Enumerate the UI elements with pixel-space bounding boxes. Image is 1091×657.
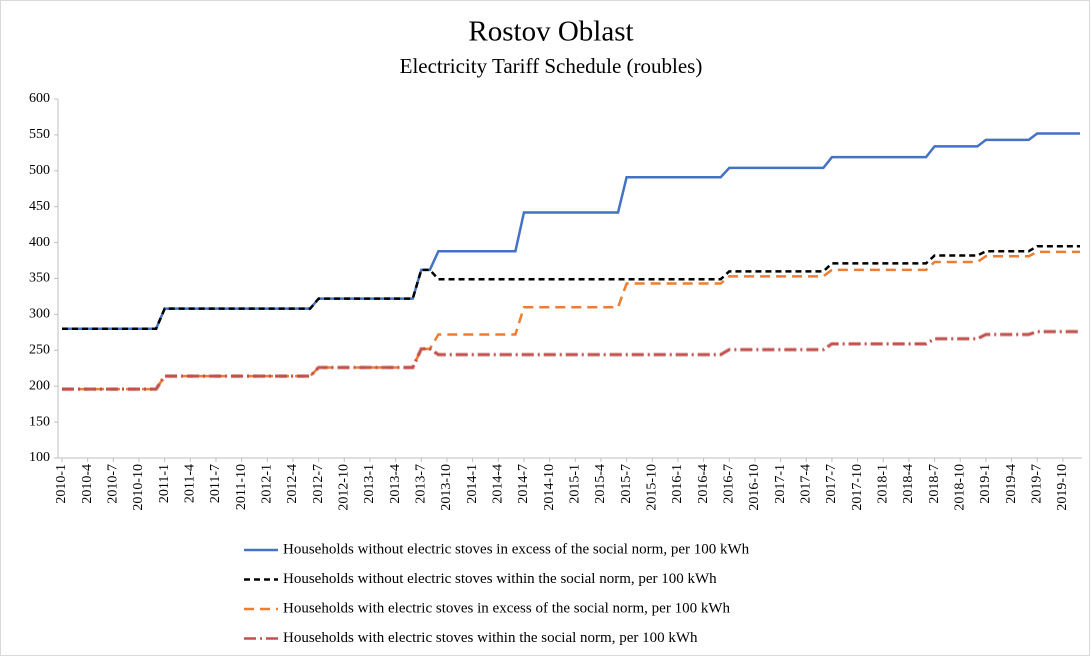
chart-title: Rostov Oblast [468, 16, 633, 48]
y-tick-label: 600 [29, 91, 50, 106]
x-tick-label: 2011-10 [234, 464, 249, 510]
series-line [62, 244, 1080, 331]
x-tick-label: 2012-7 [311, 464, 326, 504]
y-tick-label: 250 [29, 343, 50, 358]
x-tick-label: 2019-10 [1055, 464, 1070, 511]
chart-subtitle: Electricity Tariff Schedule (roubles) [400, 54, 703, 78]
x-tick-label: 2011-4 [183, 464, 198, 503]
x-tick-label: 2016-7 [721, 464, 736, 504]
x-tick-label: 2013-10 [439, 464, 454, 511]
x-tick-label: 2010-10 [131, 464, 146, 511]
x-tick-label: 2016-10 [747, 464, 762, 511]
x-tick-label: 2012-10 [337, 464, 352, 511]
x-tick-label: 2013-4 [388, 464, 403, 504]
x-tick-label: 2014-7 [516, 464, 531, 504]
x-tick-label: 2018-10 [952, 464, 967, 511]
x-tick-label: 2012-1 [260, 464, 275, 504]
y-tick-label: 100 [29, 450, 50, 465]
x-tick-label: 2018-4 [901, 464, 916, 504]
series-line [62, 330, 1080, 391]
x-tick-label: 2014-4 [491, 464, 506, 504]
x-tick-label: 2011-1 [157, 464, 172, 503]
x-tick-label: 2018-1 [875, 464, 890, 504]
x-tick-label: 2019-4 [1004, 464, 1019, 504]
y-tick-label: 150 [29, 414, 50, 429]
x-tick-label: 2010-1 [54, 464, 69, 504]
x-tick-label: 2011-7 [208, 464, 223, 503]
x-tick-label: 2015-4 [593, 464, 608, 504]
x-tick-label: 2018-7 [927, 464, 942, 504]
x-tick-label: 2015-7 [619, 464, 634, 504]
x-tick-label: 2015-1 [567, 464, 582, 504]
x-tick-label: 2017-1 [773, 464, 788, 504]
y-tick-label: 300 [29, 307, 50, 322]
x-tick-label: 2019-1 [978, 464, 993, 504]
x-tick-label: 2015-10 [644, 464, 659, 511]
x-tick-label: 2012-4 [285, 464, 300, 504]
x-tick-label: 2010-4 [80, 464, 95, 504]
legend-label: Households without electric stoves in ex… [283, 541, 750, 557]
y-tick-label: 550 [29, 127, 50, 142]
y-tick-label: 500 [29, 163, 50, 178]
x-tick-label: 2019-7 [1029, 464, 1044, 504]
x-tick-label: 2017-4 [798, 464, 813, 504]
x-tick-label: 2013-7 [414, 464, 429, 504]
y-tick-label: 400 [29, 235, 50, 250]
x-tick-label: 2016-4 [696, 464, 711, 504]
y-tick-label: 350 [29, 271, 50, 286]
x-tick-label: 2013-1 [362, 464, 377, 504]
y-tick-label: 450 [29, 199, 50, 214]
x-tick-label: 2017-7 [824, 464, 839, 504]
x-tick-label: 2016-1 [670, 464, 685, 504]
legend-label: Households with electric stoves in exces… [283, 600, 730, 616]
y-tick-label: 200 [29, 378, 50, 393]
legend-label: Households without electric stoves withi… [283, 571, 717, 587]
x-tick-label: 2017-10 [850, 464, 865, 511]
legend-label: Households with electric stoves within t… [283, 630, 698, 646]
x-tick-label: 2014-10 [542, 464, 557, 511]
x-tick-label: 2014-1 [465, 464, 480, 504]
x-tick-label: 2010-7 [106, 464, 121, 504]
